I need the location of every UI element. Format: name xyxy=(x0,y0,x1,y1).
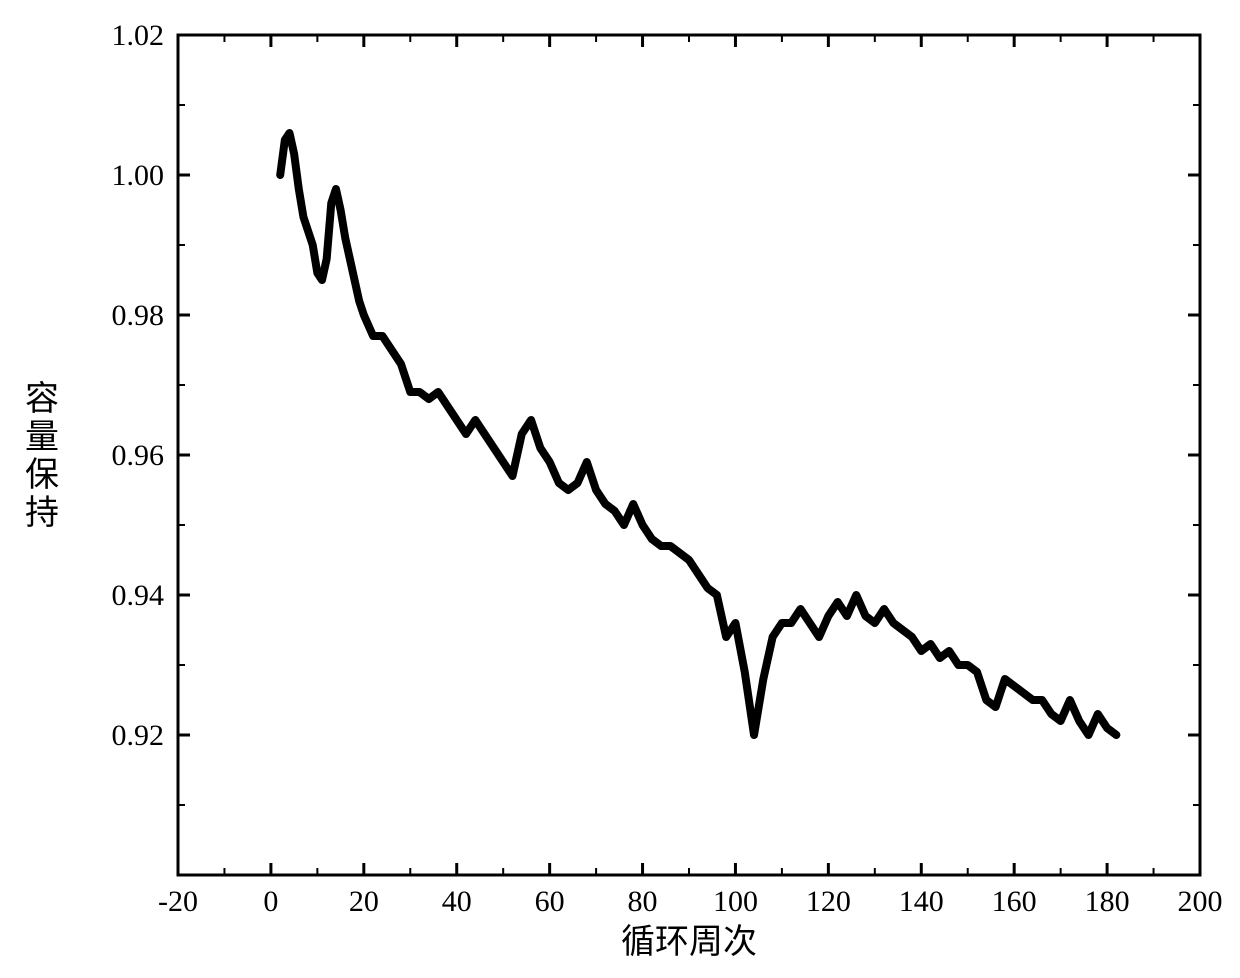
svg-text:120: 120 xyxy=(806,885,851,918)
svg-text:0.92: 0.92 xyxy=(112,719,165,752)
svg-text:1.02: 1.02 xyxy=(112,19,165,52)
line-chart: -20 0 20 40 60 80 100 120 140 160 180 200 0.92 0.94 0.… xyxy=(0,0,1240,978)
y-axis-label: 量 xyxy=(25,419,59,456)
svg-text:40: 40 xyxy=(442,885,472,918)
svg-text:0.98: 0.98 xyxy=(112,299,165,332)
svg-text:-20: -20 xyxy=(158,885,198,918)
svg-text:200: 200 xyxy=(1178,885,1223,918)
svg-text:80: 80 xyxy=(628,885,658,918)
svg-text:0.96: 0.96 xyxy=(112,439,165,472)
chart-container: -20 0 20 40 60 80 100 120 140 160 180 200 0.92 0.94 0.… xyxy=(0,0,1240,978)
y-axis-label: 持 xyxy=(25,494,59,532)
svg-text:60: 60 xyxy=(535,885,565,918)
y-axis-label: 容 xyxy=(25,380,59,418)
capacity-retention-line xyxy=(280,133,1116,735)
x-axis-label: 循环周次 xyxy=(621,923,757,961)
svg-text:20: 20 xyxy=(349,885,379,918)
svg-text:0: 0 xyxy=(263,885,278,918)
y-axis-label: 保 xyxy=(25,457,59,494)
svg-text:100: 100 xyxy=(713,885,758,918)
svg-text:180: 180 xyxy=(1085,885,1130,918)
svg-text:1.00: 1.00 xyxy=(112,159,165,192)
svg-text:140: 140 xyxy=(899,885,944,918)
svg-text:160: 160 xyxy=(992,885,1037,918)
svg-text:0.94: 0.94 xyxy=(112,579,165,612)
